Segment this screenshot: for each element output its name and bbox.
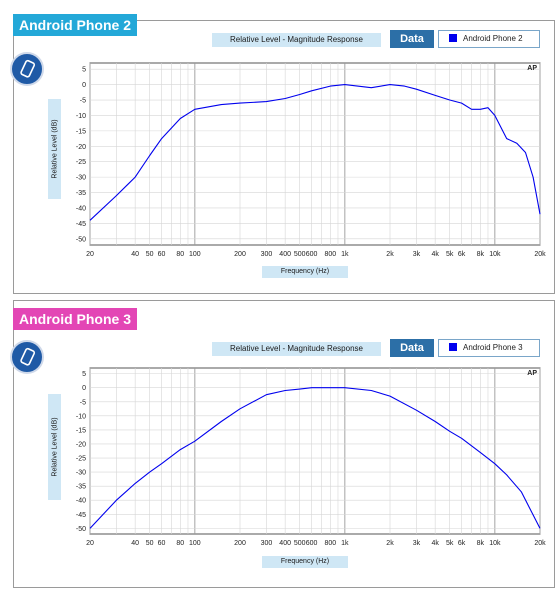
y-tick-label: -50: [76, 236, 86, 243]
y-tick-label: 5: [82, 371, 86, 378]
y-tick-label: -15: [76, 128, 86, 135]
x-axis-label-1: Frequency (Hz): [262, 266, 348, 278]
x-tick-label: 600: [306, 540, 318, 547]
x-tick-label: 800: [324, 251, 336, 258]
x-tick-label: 300: [261, 540, 273, 547]
y-tick-label: -25: [76, 456, 86, 463]
x-tick-label: 1k: [341, 540, 349, 547]
x-tick-label: 500: [294, 251, 306, 258]
y-tick-label: -20: [76, 144, 86, 151]
data-button-2[interactable]: Data: [390, 339, 434, 357]
x-tick-label: 50: [146, 540, 154, 547]
x-tick-label: 10k: [489, 540, 501, 547]
x-tick-label: 300: [261, 251, 273, 258]
x-tick-label: 8k: [477, 251, 485, 258]
x-tick-label: 6k: [458, 540, 466, 547]
y-tick-label: -10: [76, 413, 86, 420]
x-tick-label: 200: [234, 540, 246, 547]
ap-watermark: AP: [527, 65, 537, 72]
x-tick-label: 600: [306, 251, 318, 258]
x-tick-label: 3k: [413, 540, 421, 547]
series-line: [89, 387, 541, 529]
legend-label: Android Phone 2: [463, 34, 523, 43]
x-tick-label: 4k: [431, 251, 439, 258]
x-tick-label: 60: [158, 540, 166, 547]
y-tick-label: 0: [82, 82, 86, 89]
y-tick-label: -40: [76, 205, 86, 212]
y-tick-label: -50: [76, 526, 86, 533]
x-tick-label: 3k: [413, 251, 421, 258]
y-tick-label: -5: [80, 98, 86, 105]
x-tick-label: 5k: [446, 251, 454, 258]
y-tick-label: -45: [76, 221, 86, 228]
x-tick-label: 20: [86, 251, 94, 258]
legend-label: Android Phone 3: [463, 343, 523, 352]
y-tick-label: -40: [76, 498, 86, 505]
plot-area: [89, 62, 541, 246]
x-tick-label: 20k: [534, 251, 546, 258]
y-tick-label: -35: [76, 484, 86, 491]
legend-swatch: [449, 34, 457, 42]
y-tick-label: -10: [76, 113, 86, 120]
y-tick-label: -25: [76, 159, 86, 166]
y-tick-label: -15: [76, 427, 86, 434]
device-tag-1: Android Phone 2: [13, 14, 137, 36]
data-button-1[interactable]: Data: [390, 30, 434, 48]
x-axis-label-2: Frequency (Hz): [262, 556, 348, 568]
y-tick-label: -35: [76, 190, 86, 197]
x-tick-label: 40: [131, 540, 139, 547]
chart-title-2: Relative Level - Magnitude Response: [212, 342, 381, 356]
chart-title-1: Relative Level - Magnitude Response: [212, 33, 381, 47]
x-tick-label: 20: [86, 540, 94, 547]
x-tick-label: 100: [189, 540, 201, 547]
x-tick-label: 8k: [477, 540, 485, 547]
y-tick-label: -5: [80, 399, 86, 406]
legend-swatch: [449, 343, 457, 351]
legend-2: Android Phone 3: [438, 339, 540, 357]
x-tick-label: 80: [176, 540, 184, 547]
ap-watermark: AP: [527, 370, 537, 377]
x-tick-label: 1k: [341, 251, 349, 258]
phone-icon: [10, 340, 44, 374]
x-tick-label: 20k: [534, 540, 546, 547]
x-tick-label: 60: [158, 251, 166, 258]
y-axis-label-box-1: Relative Level (dB): [48, 99, 61, 199]
y-tick-label: 5: [82, 67, 86, 74]
y-tick-label: -30: [76, 175, 86, 182]
y-tick-label: -20: [76, 441, 86, 448]
series-line: [89, 84, 541, 221]
x-tick-label: 80: [176, 251, 184, 258]
x-tick-label: 400: [279, 251, 291, 258]
x-tick-label: 5k: [446, 540, 454, 547]
x-tick-label: 4k: [431, 540, 439, 547]
x-tick-label: 50: [146, 251, 154, 258]
x-tick-label: 400: [279, 540, 291, 547]
y-tick-label: 0: [82, 385, 86, 392]
x-tick-label: 500: [294, 540, 306, 547]
legend-1: Android Phone 2: [438, 30, 540, 48]
phone-icon: [10, 52, 44, 86]
x-tick-label: 6k: [458, 251, 466, 258]
device-tag-2: Android Phone 3: [13, 308, 137, 330]
x-tick-label: 800: [324, 540, 336, 547]
x-tick-label: 2k: [386, 251, 394, 258]
y-tick-label: -45: [76, 512, 86, 519]
x-tick-label: 10k: [489, 251, 501, 258]
x-tick-label: 100: [189, 251, 201, 258]
plot-area: [89, 367, 541, 535]
x-tick-label: 40: [131, 251, 139, 258]
x-tick-label: 2k: [386, 540, 394, 547]
y-axis-label-box-2: Relative Level (dB): [48, 394, 61, 500]
x-tick-label: 200: [234, 251, 246, 258]
y-tick-label: -30: [76, 470, 86, 477]
